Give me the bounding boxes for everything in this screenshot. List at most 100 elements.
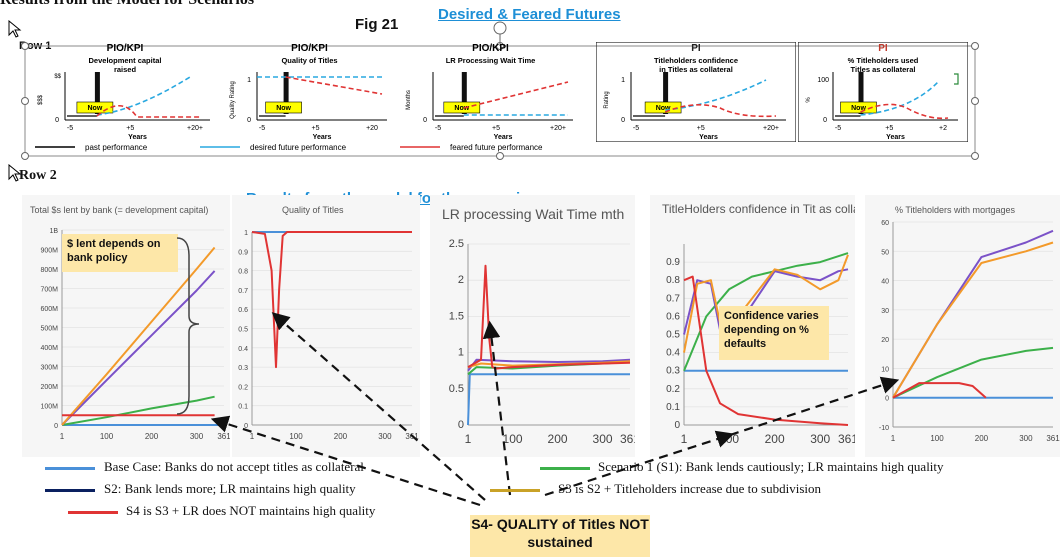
y-tick-label: 0.2 bbox=[666, 384, 680, 395]
row1-xlabel: Years bbox=[128, 134, 147, 141]
row1-tick: -5 bbox=[435, 125, 441, 132]
legend-feared: feared future performance bbox=[450, 143, 543, 152]
chart-2: Quality of Titles 0 0.1 0.2 0.3 0.4 0.5 0.6 0.7 0… bbox=[232, 195, 420, 457]
chart-3: LR processing Wait Time mth 0 0.5 1 1.5 2 2.5 1… bbox=[430, 195, 635, 457]
y-tick-label: 60 bbox=[881, 220, 889, 227]
y-tick-label: 20 bbox=[881, 337, 889, 344]
svg-text:100: 100 bbox=[817, 77, 829, 84]
legend-line-s2 bbox=[45, 489, 95, 492]
x-tick-label: 300 bbox=[378, 432, 392, 441]
y-tick-label: 0.8 bbox=[666, 275, 680, 286]
chart-1: Total $s lent by bank (= development cap… bbox=[22, 195, 230, 457]
y-tick-label: 400M bbox=[40, 345, 58, 352]
y-tick-label: 0.6 bbox=[238, 307, 248, 314]
row1-tick: -5 bbox=[633, 125, 639, 132]
y-tick-label: 0.5 bbox=[666, 330, 680, 341]
legend-base: Base Case: Banks do not accept titles as… bbox=[104, 459, 364, 474]
page-title: Results from the Model for Scenarios bbox=[0, 0, 254, 9]
note-confidence: Confidence varies depending on % default… bbox=[719, 306, 829, 360]
y-tick-label: 100M bbox=[40, 404, 58, 411]
y-tick-label: 0.1 bbox=[238, 404, 248, 411]
x-tick-label: 300 bbox=[810, 432, 830, 446]
row1-zero: 0 bbox=[621, 117, 625, 124]
y-tick-label: 0.6 bbox=[666, 311, 680, 322]
legend-past: past performance bbox=[85, 143, 148, 152]
row1-tick: +5 bbox=[492, 125, 500, 132]
row1-tick: +20+ bbox=[550, 125, 566, 132]
now-label: Now bbox=[851, 105, 866, 112]
series-line-s4 bbox=[683, 275, 849, 426]
row1-panel-heading: PIO/KPI bbox=[291, 43, 328, 54]
series-line-s1 bbox=[683, 252, 849, 372]
row1-tick: +5 bbox=[126, 125, 134, 132]
legend-s4: S4 is S3 + LR does NOT maintains high qu… bbox=[126, 503, 376, 518]
y-tick-label: 300M bbox=[40, 365, 58, 372]
y-tick-label: 0 bbox=[674, 420, 680, 431]
row1-tick: +5 bbox=[885, 125, 893, 132]
row1-ylabel: Rating bbox=[604, 91, 610, 108]
figure-label: Fig 21 bbox=[355, 16, 399, 33]
row1-tick: +20+ bbox=[187, 125, 203, 132]
svg-text:$$: $$ bbox=[54, 74, 61, 80]
legend-s3: S3 is S2 + Titleholders increase due to … bbox=[558, 481, 822, 496]
y-tick-label: 2 bbox=[458, 274, 464, 286]
y-tick-label: 500M bbox=[40, 326, 58, 333]
row1-xlabel: Years bbox=[313, 134, 332, 141]
y-tick-label: 0.5 bbox=[238, 327, 248, 334]
x-tick-label: 300 bbox=[1019, 434, 1033, 443]
note-s4-quality: S4- QUALITY of Titles NOT sustained bbox=[470, 515, 650, 557]
chart-title: LR processing Wait Time mth bbox=[442, 206, 624, 222]
row1-zero: 0 bbox=[55, 117, 59, 124]
y-tick-label: 1 bbox=[458, 347, 464, 359]
y-tick-label: 30 bbox=[881, 308, 889, 315]
row1-xlabel: Years bbox=[699, 134, 718, 141]
x-tick-label: 1 bbox=[891, 434, 896, 443]
top-legend: past performance desired future performa… bbox=[35, 143, 543, 152]
row1-panel-title: % Titleholders used bbox=[848, 56, 919, 65]
y-tick-label: 1 bbox=[244, 230, 248, 237]
y-tick-label: 700M bbox=[40, 287, 58, 294]
row1-tick: +2 bbox=[939, 125, 947, 132]
row1-tick: +20 bbox=[366, 125, 378, 132]
y-tick-label: 50 bbox=[881, 249, 889, 256]
legend-line-s3 bbox=[490, 489, 540, 492]
row1-tick: -5 bbox=[259, 125, 265, 132]
row1-panel: PIO/KPI LR Processing Wait Time Months 0 -5 +… bbox=[406, 43, 573, 141]
desired-feared-heading: Desired & Feared Futures bbox=[438, 6, 621, 23]
svg-text:1: 1 bbox=[247, 77, 251, 84]
row1-ylabel: % bbox=[806, 97, 812, 103]
series-line-s2 bbox=[61, 270, 216, 426]
series-line-s3 bbox=[892, 241, 1054, 399]
selection-frame[interactable] bbox=[20, 18, 980, 163]
series-line-base bbox=[467, 373, 630, 426]
chart-5: % Titleholders with mortgages -10 0 10 20 30 4… bbox=[865, 195, 1060, 457]
y-tick-label: 600M bbox=[40, 306, 58, 313]
row1-ylabel: $$$ bbox=[38, 94, 44, 105]
x-tick-label: 361 bbox=[217, 432, 230, 441]
now-label: Now bbox=[276, 105, 291, 112]
row1-panel-heading: PIO/KPI bbox=[472, 43, 509, 54]
x-tick-label: 200 bbox=[334, 432, 348, 441]
x-tick-label: 100 bbox=[503, 432, 523, 446]
legend-s1: Scenario 1 (S1): Bank lends cautiously; … bbox=[598, 459, 944, 474]
row1-xlabel: Years bbox=[494, 134, 513, 141]
row1-panel-title: raised bbox=[114, 65, 137, 74]
y-tick-label: 1B bbox=[49, 228, 58, 235]
chart-title: TitleHolders confidence in Tit as collat bbox=[662, 202, 855, 216]
row1-tick: -5 bbox=[67, 125, 73, 132]
series-line-s3 bbox=[61, 246, 216, 426]
row1-tick: +20+ bbox=[763, 125, 779, 132]
chart-title: % Titleholders with mortgages bbox=[895, 205, 1016, 215]
y-tick-label: 0.3 bbox=[666, 366, 680, 377]
now-label: Now bbox=[454, 105, 469, 112]
legend-line-base bbox=[45, 467, 95, 470]
y-tick-label: 2.5 bbox=[449, 238, 464, 250]
cursor-icon bbox=[8, 20, 22, 38]
row1-zero: 0 bbox=[247, 117, 251, 124]
cursor-icon bbox=[8, 164, 22, 182]
chart-title: Total $s lent by bank (= development cap… bbox=[30, 205, 208, 215]
legend-line-s4 bbox=[68, 511, 118, 514]
y-tick-label: 200M bbox=[40, 384, 58, 391]
